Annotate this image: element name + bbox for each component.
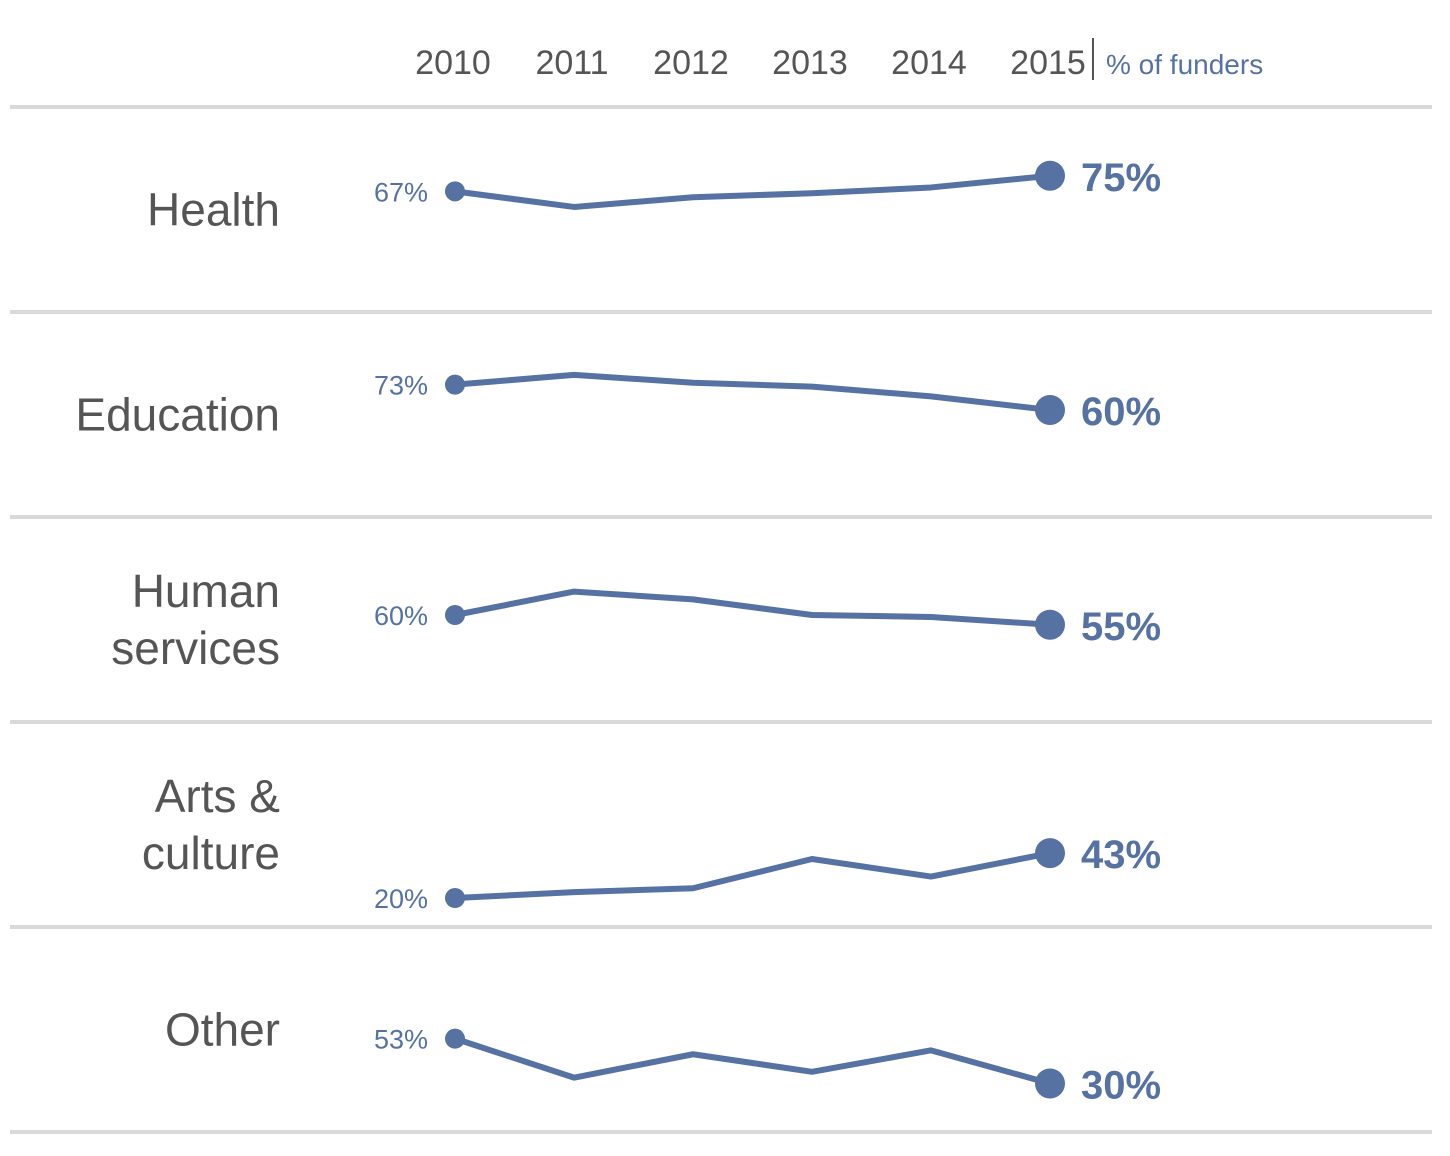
- series-line: [452, 1035, 1053, 1087]
- category-label: culture: [142, 827, 280, 879]
- category-label: Health: [147, 184, 280, 236]
- end-value-label: 30%: [1081, 1064, 1161, 1108]
- panel-education: Education 73% 60%: [10, 371, 1432, 519]
- end-value-label: 60%: [1081, 390, 1161, 434]
- x-tick-label-2013: 2013: [772, 44, 848, 82]
- x-tick-label-2014: 2014: [891, 44, 967, 82]
- end-value-label: 43%: [1081, 833, 1161, 877]
- end-value-label: 75%: [1081, 156, 1161, 200]
- chart-panels: Health 67% 75%Education73%60%Humanservices…: [10, 105, 1432, 1134]
- category-label: Education: [75, 389, 280, 441]
- category-label: Other: [165, 1004, 280, 1056]
- end-point-marker: [1035, 160, 1065, 191]
- x-tick-label-2015: 2015: [1010, 44, 1086, 82]
- end-value-label: 55%: [1081, 605, 1161, 649]
- start-point-marker: [445, 605, 465, 625]
- start-value-label: 53%: [374, 1025, 428, 1055]
- series-line: [452, 371, 1053, 413]
- end-point-marker: [1035, 609, 1065, 640]
- start-point-marker: [445, 888, 465, 908]
- series-line: [452, 850, 1053, 901]
- start-point-marker: [445, 1028, 465, 1049]
- end-point-marker: [1035, 1068, 1065, 1099]
- panel-other: Other 53% 30%: [10, 1004, 1432, 1134]
- category-label: Arts &: [155, 770, 280, 822]
- series-line: [452, 588, 1053, 628]
- start-value-label: 67%: [374, 177, 428, 207]
- category-label: services: [111, 622, 280, 674]
- start-value-label: 60%: [374, 601, 428, 631]
- x-tick-label-2012: 2012: [653, 44, 729, 82]
- start-value-label: 20%: [374, 884, 428, 914]
- start-point-marker: [445, 181, 465, 202]
- start-value-label: 73%: [374, 371, 428, 401]
- start-point-marker: [445, 374, 465, 395]
- x-tick-label-2010: 2010: [415, 44, 491, 82]
- end-point-marker: [1035, 838, 1065, 869]
- panel-arts-culture: Arts &culture 20% 43%: [10, 770, 1432, 929]
- chart-header: 2010 2011 2012 2013 2014 2015 % of funders: [415, 38, 1263, 82]
- end-point-marker: [1035, 395, 1065, 425]
- unit-label: % of funders: [1106, 49, 1263, 80]
- category-label: Human: [132, 565, 280, 617]
- series-line: [452, 172, 1053, 210]
- panel-health: Health 67% 75%: [10, 156, 1432, 314]
- x-tick-label-2011: 2011: [535, 44, 608, 82]
